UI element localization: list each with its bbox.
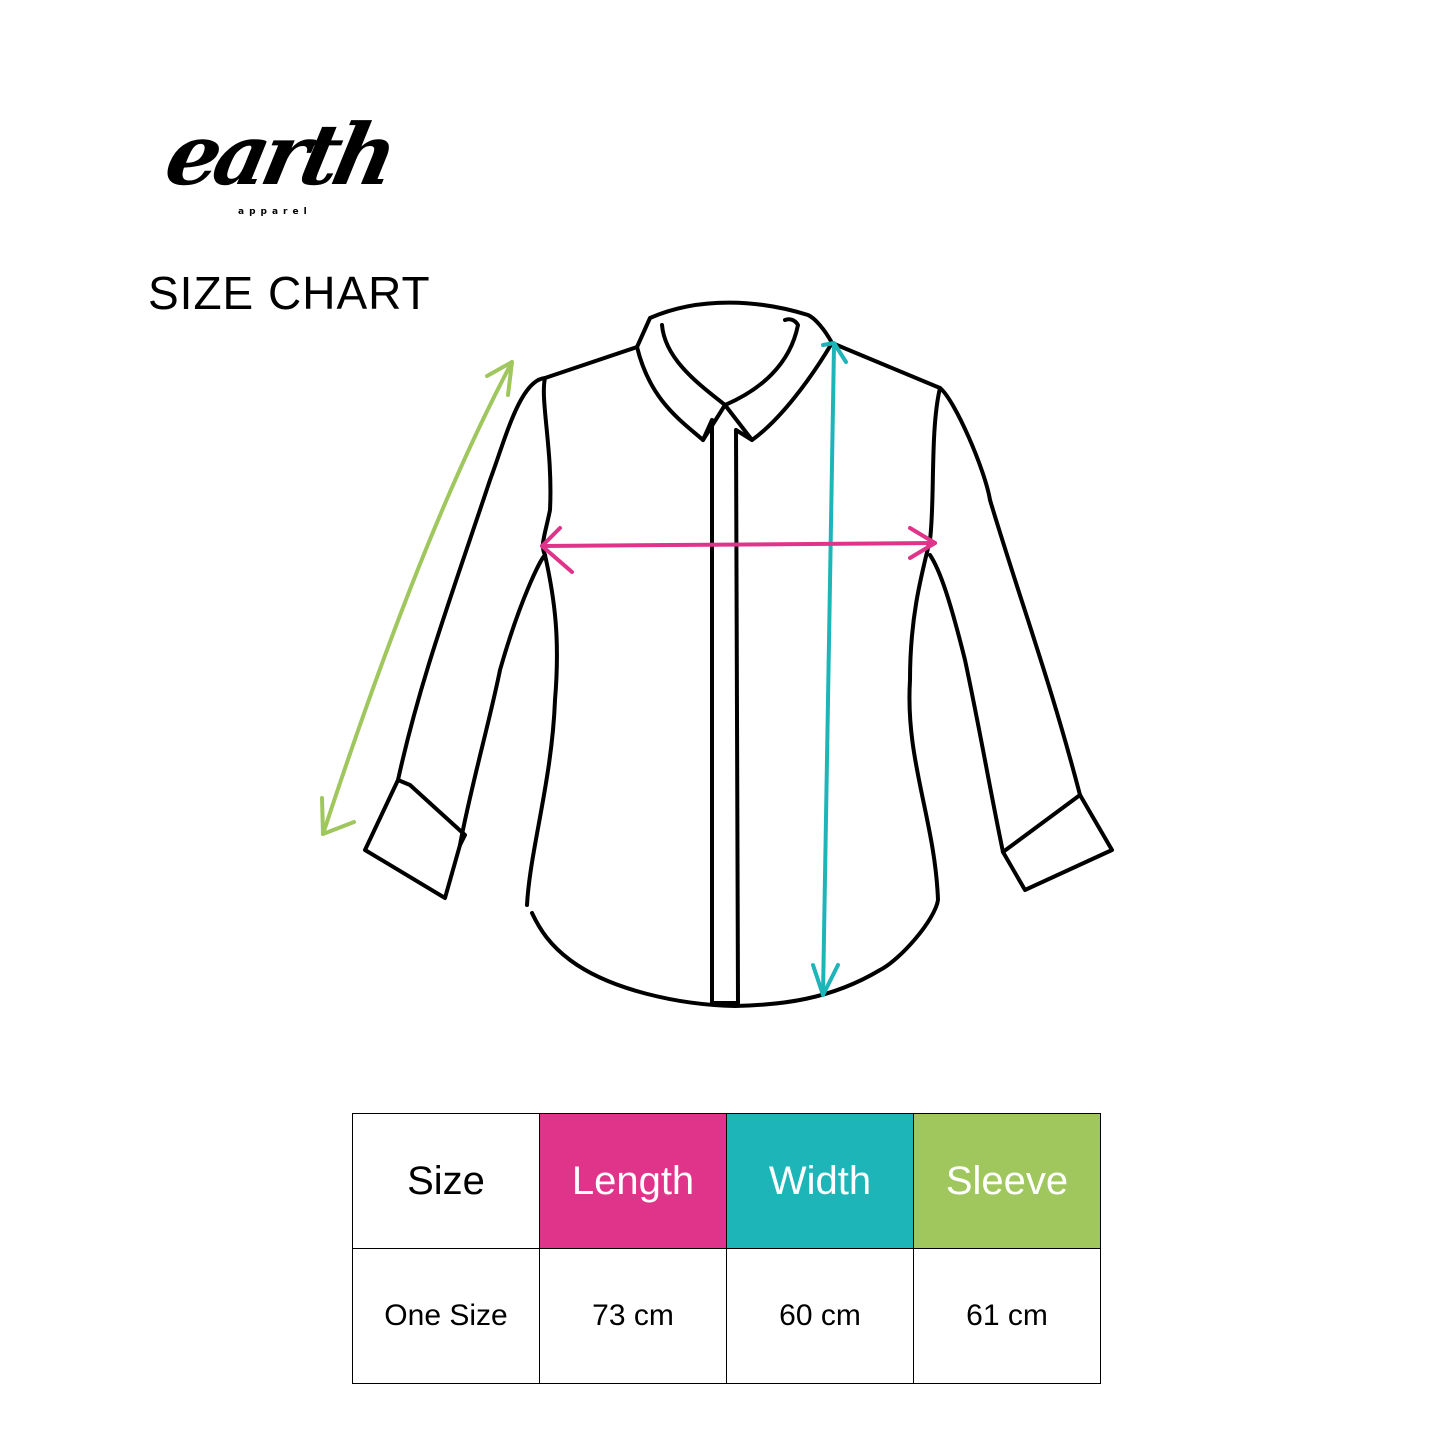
- header-length: Length: [539, 1113, 727, 1249]
- size-table: Size Length Width Sleeve One Size 73 cm …: [352, 1113, 1101, 1384]
- page-title: SIZE CHART: [148, 267, 431, 319]
- shirt-outline: [363, 300, 1114, 1008]
- logo-subtitle: apparel: [238, 207, 312, 217]
- table-row: One Size 73 cm 60 cm 61 cm: [352, 1248, 1101, 1384]
- width-arrow: [540, 526, 937, 574]
- table-header-row: Size Length Width Sleeve: [352, 1113, 1101, 1249]
- cell-length: 73 cm: [539, 1248, 727, 1384]
- shirt-diagram: [320, 300, 1114, 1008]
- cell-size: One Size: [352, 1248, 540, 1384]
- sleeve-arrow: [320, 360, 514, 836]
- length-arrow: [811, 341, 848, 997]
- brand-logo: earth apparel: [158, 95, 401, 225]
- header-sleeve: Sleeve: [913, 1113, 1101, 1249]
- cell-width: 60 cm: [726, 1248, 914, 1384]
- header-size: Size: [352, 1113, 540, 1249]
- header-width: Width: [726, 1113, 914, 1249]
- cell-sleeve: 61 cm: [913, 1248, 1101, 1384]
